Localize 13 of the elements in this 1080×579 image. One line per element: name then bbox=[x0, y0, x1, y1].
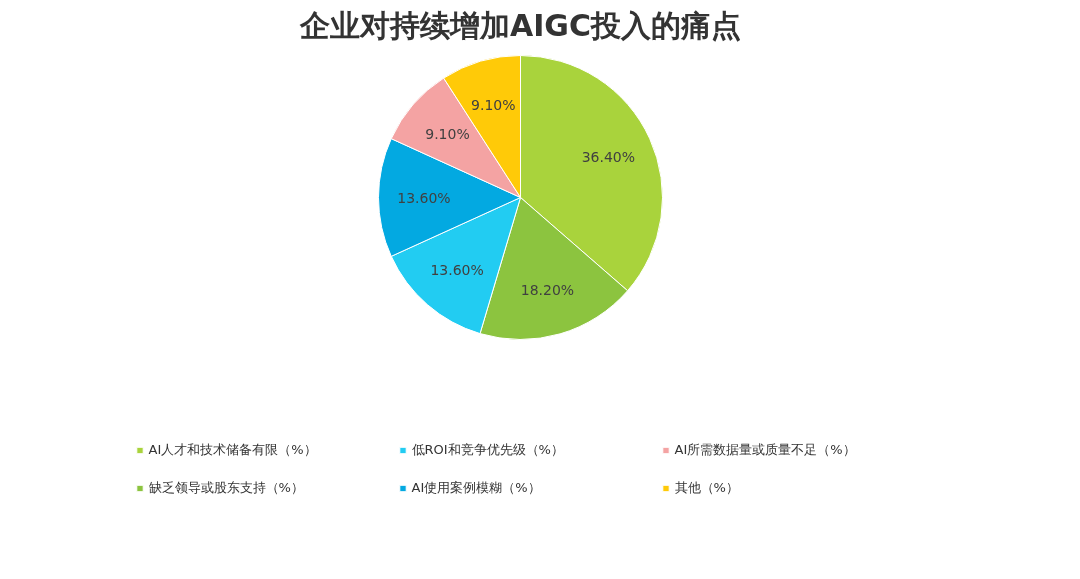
data-label: 18.20% bbox=[520, 282, 575, 299]
legend-label: AI人才和技术储备有限（%） bbox=[148, 441, 318, 459]
data-label: 9.10% bbox=[471, 96, 516, 113]
data-label: 36.40% bbox=[581, 149, 636, 166]
legend-label: 其他（%） bbox=[674, 479, 740, 497]
legend-label: AI使用案例模糊（%） bbox=[411, 479, 542, 497]
legend-label: AI所需数据量或质量不足（%） bbox=[674, 441, 857, 459]
legend-label: 缺乏领导或股东支持（%） bbox=[148, 479, 305, 497]
data-label: 13.60% bbox=[397, 189, 451, 206]
legend-label: 低ROI和竞争优先级（%） bbox=[411, 441, 565, 459]
data-label: 13.60% bbox=[430, 262, 484, 279]
data-label: 9.10% bbox=[425, 126, 470, 143]
chart-title: 企业对持续增加AIGC投入的痛点 bbox=[298, 7, 742, 43]
